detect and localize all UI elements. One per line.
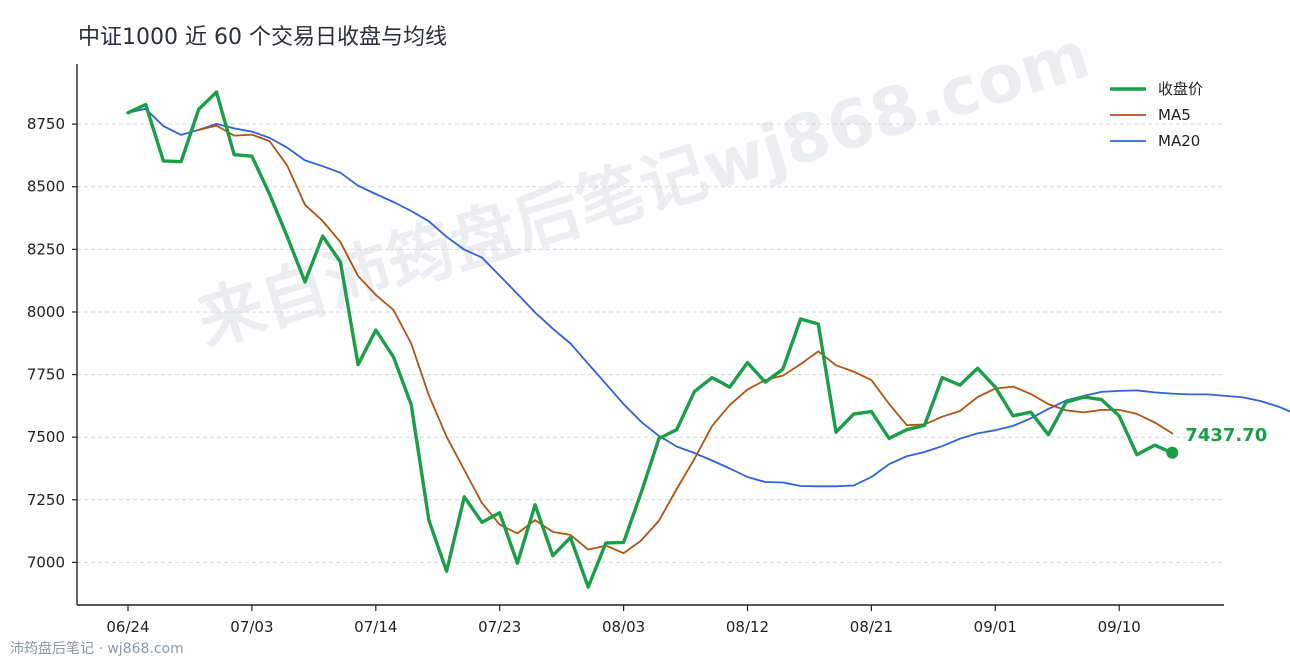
y-tick-label-8250: 8250 [27, 240, 65, 258]
y-tick-label-8000: 8000 [27, 303, 65, 321]
chart-title: 中证1000 近 60 个交易日收盘与均线 [78, 25, 447, 50]
x-tick-label-07/14: 07/14 [354, 618, 397, 636]
legend-label-收盘价: 收盘价 [1158, 80, 1203, 98]
x-tick-label-07/23: 07/23 [478, 618, 521, 636]
y-tick-label-7500: 7500 [27, 428, 65, 446]
watermark: 来自沛筠盘后笔记wj868.com [189, 16, 1099, 361]
legend: 收盘价 MA5 MA20 [1110, 80, 1203, 150]
y-axis-ticks: 7000 7250 7500 7750 8000 8250 8500 8750 [27, 115, 77, 571]
x-tick-label-06/24: 06/24 [106, 618, 149, 636]
last-close-label: 7437.70 [1185, 425, 1267, 446]
x-tick-label-08/21: 08/21 [850, 618, 893, 636]
grid-lines [77, 123, 1224, 563]
footer-credit: 沛筠盘后笔记 · wj868.com [10, 640, 184, 657]
y-tick-label-8500: 8500 [27, 178, 65, 196]
x-tick-label-09/10: 09/10 [1098, 618, 1141, 636]
y-tick-label-7250: 7250 [27, 491, 65, 509]
legend-label-MA20: MA20 [1158, 132, 1200, 150]
x-tick-label-09/01: 09/01 [974, 618, 1017, 636]
y-tick-label-8750: 8750 [27, 115, 65, 133]
x-tick-label-08/12: 08/12 [726, 618, 769, 636]
y-tick-label-7000: 7000 [27, 553, 65, 571]
last-close-dot [1166, 446, 1179, 459]
legend-label-MA5: MA5 [1158, 106, 1191, 124]
x-axis-ticks: 06/24 07/03 07/14 07/23 08/03 08/12 08/21 09/01… [106, 605, 1141, 636]
series-lines [126, 90, 1290, 589]
x-tick-label-08/03: 08/03 [602, 618, 645, 636]
series-line-收盘价 [126, 90, 1174, 589]
series-line-MA5 [197, 124, 1174, 555]
x-tick-label-07/03: 07/03 [230, 618, 273, 636]
series-line-MA20 [127, 107, 1290, 488]
y-tick-label-7750: 7750 [27, 366, 65, 384]
